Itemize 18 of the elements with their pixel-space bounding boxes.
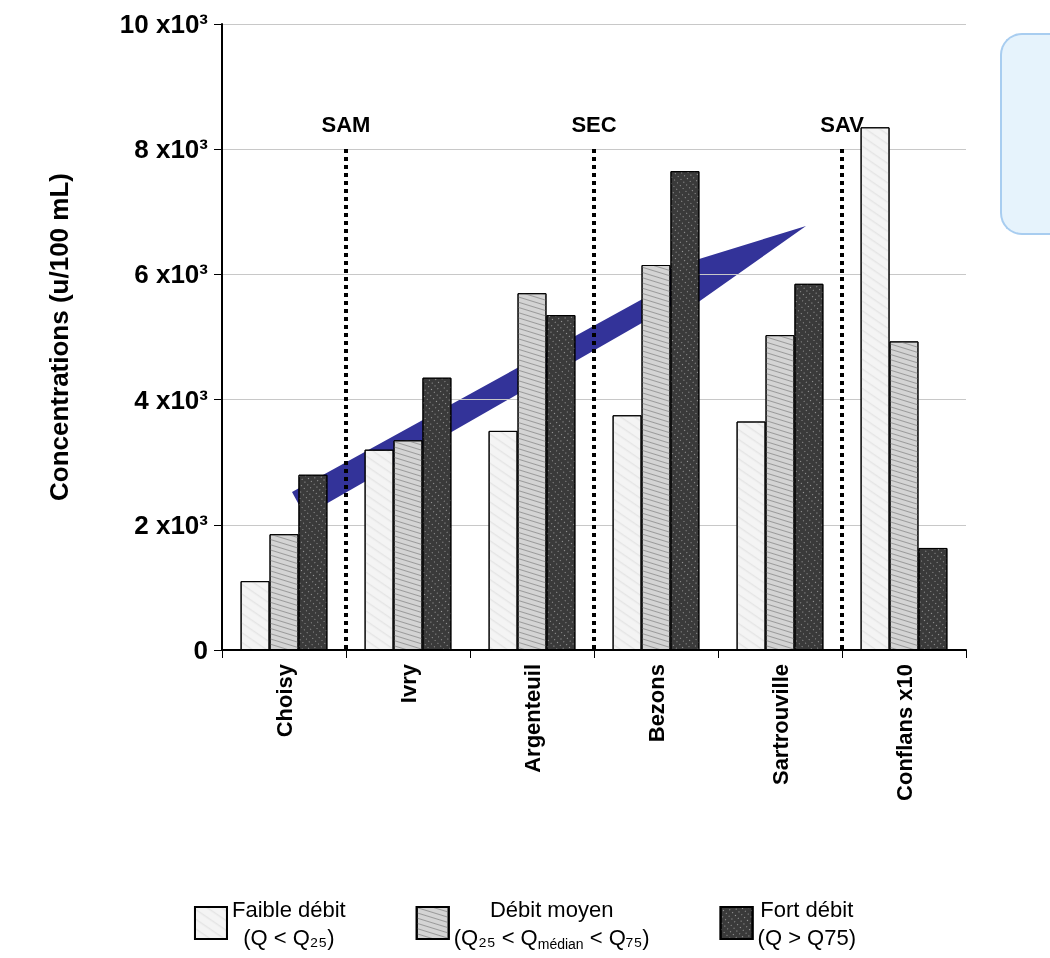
legend-label: Fort débit (Q > Q75) (757, 896, 857, 950)
x-tick-label: Bezons (643, 664, 669, 743)
x-tick-label: Conflans x10 (891, 664, 917, 801)
y-tick-label: 0 (193, 635, 208, 665)
annotation: SEC (571, 111, 617, 137)
legend-label: Faible débit (Q < Q₂₅) (231, 896, 346, 950)
y-axis-title: Concentrations (u/100 mL) (44, 173, 74, 501)
y-tick-label: 4 x10³ (134, 384, 209, 415)
y-tick-label: 6 x10³ (134, 259, 209, 290)
annotation: SAV (820, 111, 865, 137)
annotation: SAM (321, 111, 371, 137)
x-tick-label: Choisy (271, 663, 297, 738)
x-tick-label: Sartrouville (767, 664, 793, 786)
x-tick-label: Argenteuil (519, 664, 545, 773)
y-tick-label: 10 x10³ (119, 9, 209, 39)
y-tick-label: 2 x10³ (134, 509, 209, 540)
x-tick-label: Ivry (395, 663, 421, 704)
y-tick-label: 8 x10³ (134, 134, 209, 165)
